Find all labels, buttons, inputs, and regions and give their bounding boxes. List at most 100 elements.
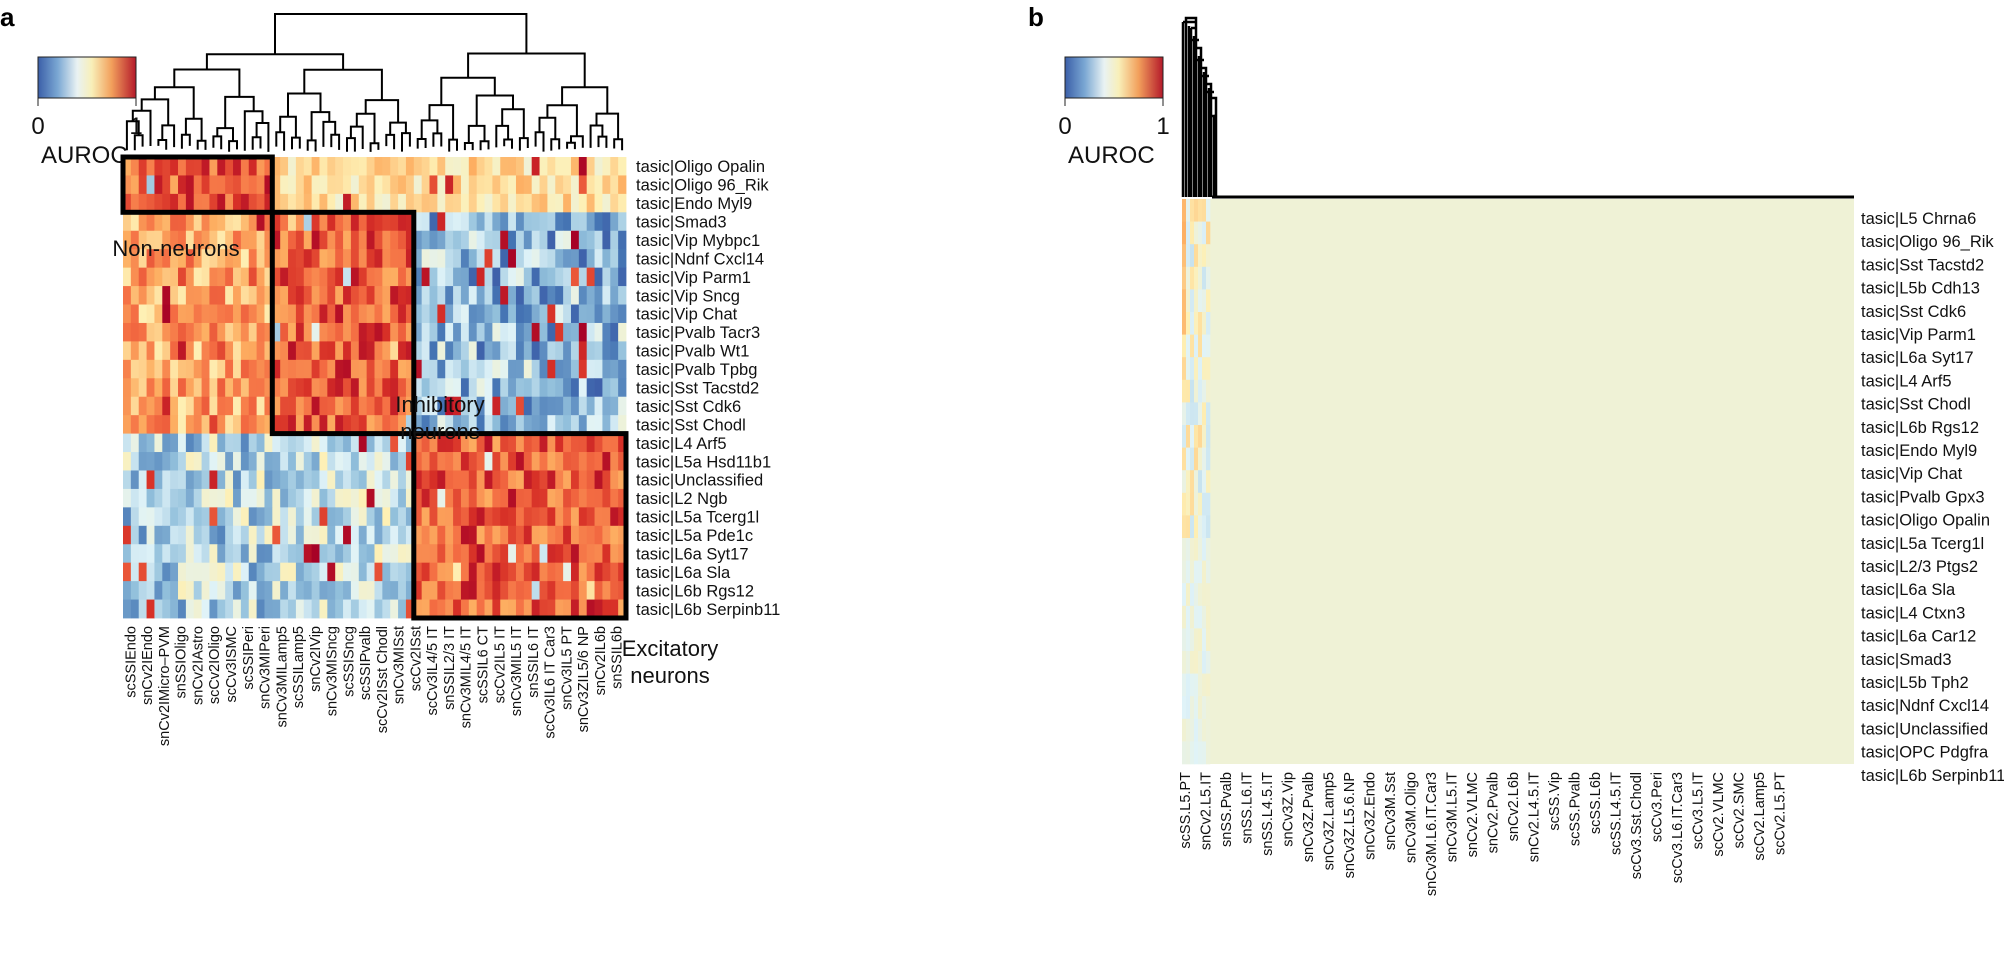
heatmap-cell — [130, 525, 140, 545]
heatmap-cell — [1202, 741, 1207, 765]
heatmap-cell — [201, 544, 210, 564]
heatmap-cell — [280, 452, 289, 471]
heatmap-cell — [288, 322, 297, 342]
heatmap-cell — [288, 304, 297, 324]
heatmap-cell — [193, 599, 202, 619]
heatmap-cell — [413, 193, 423, 213]
heatmap-cell — [508, 581, 517, 600]
row-label: tasic|Vip Parm1 — [636, 269, 751, 287]
dendrogram-link — [279, 115, 297, 138]
heatmap-cell — [154, 212, 163, 232]
heatmap-cell — [193, 544, 202, 564]
heatmap-cell — [288, 415, 297, 434]
col-label: scCv2ISst — [408, 626, 424, 691]
dendrogram-link — [346, 137, 356, 152]
heatmap-cell — [515, 488, 525, 508]
dendrogram-link — [597, 135, 608, 148]
legend-b: 0 1 AUROC — [1058, 56, 1170, 169]
heatmap-cell — [201, 193, 210, 213]
heatmap-cell — [405, 396, 415, 416]
heatmap-cell — [453, 175, 462, 195]
heatmap-cell — [437, 378, 446, 398]
heatmap-cell — [610, 286, 619, 305]
heatmap-cell — [460, 433, 470, 453]
heatmap-cell — [618, 304, 627, 324]
heatmap-cell — [460, 525, 470, 545]
heatmap-cell — [358, 322, 368, 342]
heatmap-cell — [185, 230, 195, 250]
heatmap-cell — [374, 157, 383, 176]
heatmap-cell — [272, 452, 281, 471]
heatmap-cell — [405, 507, 415, 527]
heatmap-cell — [531, 378, 540, 398]
heatmap-cell — [468, 249, 478, 269]
heatmap-cell — [594, 304, 603, 324]
heatmap-cell — [201, 304, 210, 324]
heatmap-cell — [154, 267, 163, 287]
heatmap-cell — [539, 470, 548, 490]
heatmap-cell — [492, 175, 501, 195]
col-label: snCv2.VLMC — [1465, 772, 1481, 857]
heatmap-cell — [1194, 199, 1199, 222]
heatmap-cell — [1190, 470, 1195, 494]
heatmap-cell — [413, 433, 423, 453]
heatmap-cell — [130, 470, 140, 490]
heatmap-cell — [405, 525, 415, 545]
heatmap-cell — [335, 304, 344, 324]
heatmap-cell — [413, 304, 423, 324]
heatmap-cell — [272, 470, 281, 490]
heatmap-cell — [162, 525, 171, 545]
col-label: scCv3.Peri — [1650, 772, 1666, 842]
dendrogram-link — [275, 131, 286, 151]
heatmap-cell — [319, 304, 328, 324]
heatmap-cell — [1198, 605, 1203, 629]
heatmap-cell — [555, 157, 564, 176]
heatmap-cell — [319, 581, 328, 600]
heatmap-cell — [1190, 221, 1195, 245]
heatmap-cell — [531, 286, 540, 305]
dendrogram-link — [330, 133, 341, 150]
heatmap-cell — [303, 322, 313, 342]
heatmap-cell — [610, 341, 619, 361]
legend-min-label: 0 — [1058, 113, 1071, 140]
heatmap-cell — [555, 433, 564, 453]
heatmap-cell — [335, 267, 344, 287]
heatmap-cell — [130, 507, 140, 527]
heatmap-cell — [123, 249, 132, 269]
heatmap-cell — [429, 230, 438, 250]
heatmap-cell — [217, 544, 226, 564]
heatmap-cell — [264, 488, 273, 508]
heatmap-cell — [240, 581, 250, 600]
heatmap-cell — [563, 562, 572, 582]
heatmap-cell — [233, 452, 242, 471]
heatmap-cell — [586, 433, 595, 453]
heatmap-cell — [178, 488, 187, 508]
heatmap-cell — [523, 562, 533, 582]
heatmap-cell — [343, 193, 352, 213]
heatmap-cell — [303, 249, 313, 269]
heatmap-cell — [1186, 492, 1191, 516]
heatmap-cell — [1186, 334, 1191, 358]
heatmap-cell — [460, 470, 470, 490]
heatmap-cell — [515, 599, 525, 619]
heatmap-cell — [217, 599, 226, 619]
heatmap-cell — [492, 212, 501, 232]
heatmap-cell — [586, 304, 595, 324]
heatmap-cell — [586, 175, 595, 195]
heatmap-cell — [602, 525, 611, 545]
heatmap-cell — [421, 267, 430, 287]
heatmap-cell — [508, 359, 517, 379]
heatmap-cell — [618, 470, 627, 490]
heatmap-cell — [264, 452, 273, 471]
col-label: snSS.L4.5.IT — [1260, 772, 1276, 856]
heatmap-cell — [586, 267, 595, 287]
heatmap-cell — [327, 396, 336, 416]
heatmap-cell — [445, 562, 454, 582]
heatmap-cell — [327, 525, 336, 545]
heatmap-cell — [523, 212, 533, 232]
heatmap-cell — [405, 341, 415, 361]
heatmap-cell — [311, 470, 320, 490]
heatmap-cell — [468, 212, 478, 232]
col-label: scCv2.SMC — [1732, 772, 1748, 849]
heatmap-cell — [1194, 357, 1199, 381]
